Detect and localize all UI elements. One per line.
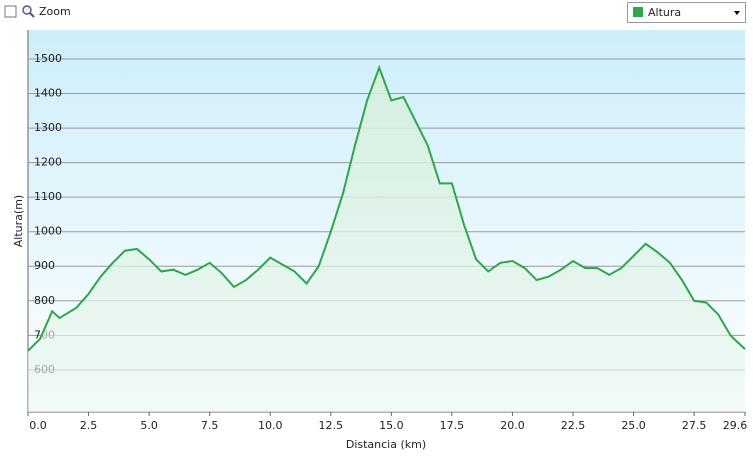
x-tick-label: 20.0 bbox=[500, 419, 525, 432]
x-tick-label: 29.6 bbox=[723, 419, 748, 432]
zoom-label[interactable]: Zoom bbox=[39, 5, 71, 18]
x-tick-label: 27.5 bbox=[682, 419, 707, 432]
x-tick-label: 7.5 bbox=[201, 419, 219, 432]
x-axis-label: Distancia (km) bbox=[346, 438, 426, 451]
y-tick-label: 1100 bbox=[34, 190, 62, 203]
zoom-icon[interactable] bbox=[22, 5, 35, 18]
y-tick-label: 900 bbox=[34, 259, 55, 272]
x-tick-label: 22.5 bbox=[561, 419, 586, 432]
series-dropdown[interactable]: Altura bbox=[627, 2, 746, 23]
y-tick-label: 1400 bbox=[34, 87, 62, 100]
x-tick-label: 17.5 bbox=[440, 419, 465, 432]
dropdown-label[interactable]: Altura bbox=[648, 6, 681, 19]
x-tick-label: 10.0 bbox=[258, 419, 283, 432]
y-tick-label: 800 bbox=[34, 294, 55, 307]
x-tick-label: 25.0 bbox=[621, 419, 646, 432]
checkbox[interactable] bbox=[4, 5, 17, 18]
area-fill bbox=[28, 67, 745, 413]
y-tick-label: 1300 bbox=[34, 121, 62, 134]
y-axis-label: Altura(m) bbox=[12, 195, 25, 247]
x-tick-label: 2.5 bbox=[80, 419, 98, 432]
x-tick-label: 12.5 bbox=[319, 419, 344, 432]
x-tick-label: 0.0 bbox=[29, 419, 47, 432]
y-tick-label: 1200 bbox=[34, 156, 62, 169]
x-tick-label: 15.0 bbox=[379, 419, 404, 432]
line bbox=[27, 64, 746, 352]
x-tick-label: 5.0 bbox=[140, 419, 158, 432]
y-tick-label: 1500 bbox=[34, 52, 62, 65]
y-tick-label: 1000 bbox=[34, 225, 62, 238]
